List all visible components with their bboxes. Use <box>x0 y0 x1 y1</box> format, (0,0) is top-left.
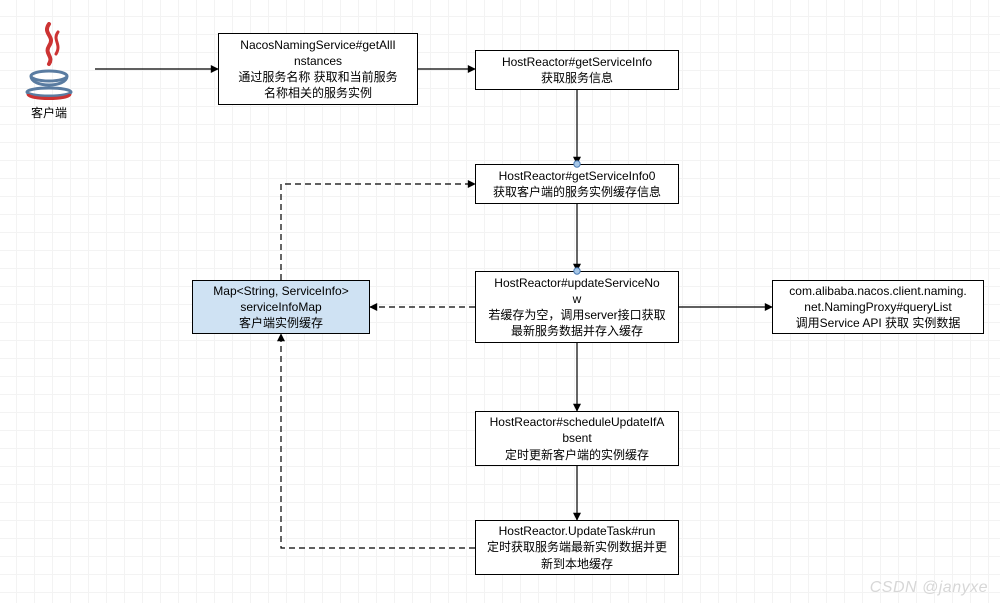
node-updatetask-run: HostReactor.UpdateTask#run定时获取服务端最新实例数据并… <box>475 520 679 575</box>
node-getserviceinfo: HostReactor#getServiceInfo获取服务信息 <box>475 50 679 90</box>
node-line: 最新服务数据并存入缓存 <box>511 323 643 339</box>
node-getserviceinfo0: HostReactor#getServiceInfo0获取客户端的服务实例缓存信… <box>475 164 679 204</box>
node-line: 获取服务信息 <box>541 70 613 86</box>
node-line: 定时更新客户端的实例缓存 <box>505 447 649 463</box>
node-scheduleupdateifabsent: HostReactor#scheduleUpdateIfAbsent定时更新客户… <box>475 411 679 466</box>
client-label: 客户端 <box>22 106 76 122</box>
node-line: bsent <box>562 430 591 446</box>
node-line: HostReactor#updateServiceNo <box>494 275 659 291</box>
node-line: net.NamingProxy#queryList <box>804 299 951 315</box>
node-line: HostReactor#scheduleUpdateIfA <box>490 414 665 430</box>
node-nacosnamingservice: NacosNamingService#getAllInstances通过服务名称… <box>218 33 418 105</box>
node-line: HostReactor#getServiceInfo <box>502 54 652 70</box>
node-line: w <box>573 291 582 307</box>
node-line: NacosNamingService#getAllI <box>240 37 395 53</box>
node-line: 获取客户端的服务实例缓存信息 <box>493 184 661 200</box>
node-line: HostReactor#getServiceInfo0 <box>499 168 656 184</box>
node-line: 新到本地缓存 <box>541 556 613 572</box>
node-line: HostReactor.UpdateTask#run <box>499 523 656 539</box>
node-line: 客户端实例缓存 <box>239 315 323 331</box>
node-line: 若缓存为空，调用server接口获取 <box>488 307 665 323</box>
node-line: 定时获取服务端最新实例数据并更 <box>487 539 667 555</box>
java-cup-icon <box>22 22 76 100</box>
node-namingproxy-querylist: com.alibaba.nacos.client.naming.net.Nami… <box>772 280 984 334</box>
node-line: 调用Service API 获取 实例数据 <box>796 315 961 331</box>
node-line: 通过服务名称 获取和当前服务 <box>238 69 397 85</box>
node-updateservicenow: HostReactor#updateServiceNow若缓存为空，调用serv… <box>475 271 679 343</box>
node-line: Map<String, ServiceInfo> <box>213 283 348 299</box>
node-line: serviceInfoMap <box>240 299 321 315</box>
node-line: 名称相关的服务实例 <box>264 85 372 101</box>
node-line: nstances <box>294 53 342 69</box>
node-line: com.alibaba.nacos.client.naming. <box>789 283 966 299</box>
node-serviceinfomap-cache: Map<String, ServiceInfo>serviceInfoMap客户… <box>192 280 370 334</box>
